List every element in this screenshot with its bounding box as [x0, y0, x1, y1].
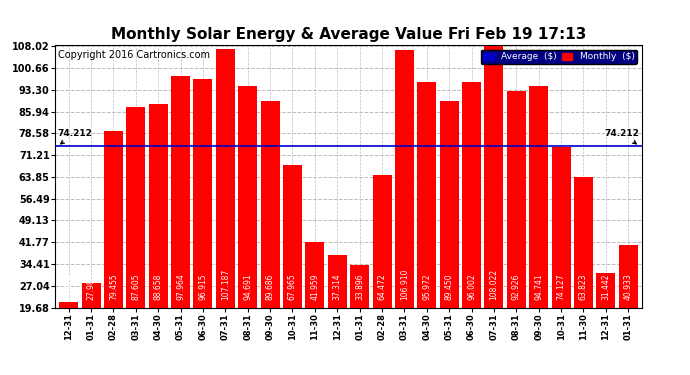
Text: 108.022: 108.022: [489, 269, 498, 300]
Text: 31.442: 31.442: [602, 274, 611, 300]
Text: 97.964: 97.964: [176, 273, 185, 300]
Bar: [171, 76, 190, 308]
Bar: [417, 82, 436, 308]
Bar: [104, 131, 123, 308]
Text: 96.915: 96.915: [199, 273, 208, 300]
Text: 37.314: 37.314: [333, 273, 342, 300]
Bar: [216, 49, 235, 308]
Bar: [126, 107, 146, 307]
Text: Copyright 2016 Cartronics.com: Copyright 2016 Cartronics.com: [58, 50, 210, 60]
Bar: [283, 165, 302, 308]
Bar: [306, 242, 324, 308]
Bar: [574, 177, 593, 308]
Title: Monthly Solar Energy & Average Value Fri Feb 19 17:13: Monthly Solar Energy & Average Value Fri…: [111, 27, 586, 42]
Bar: [484, 46, 504, 308]
Bar: [59, 302, 78, 307]
Text: 96.002: 96.002: [467, 273, 476, 300]
Text: 33.896: 33.896: [355, 273, 364, 300]
Bar: [395, 50, 414, 308]
Bar: [193, 79, 213, 308]
Bar: [350, 266, 369, 308]
Bar: [373, 175, 391, 308]
Bar: [619, 245, 638, 308]
Bar: [529, 86, 549, 308]
Text: 87.605: 87.605: [131, 273, 140, 300]
Bar: [261, 100, 279, 308]
Text: 27.986: 27.986: [86, 274, 95, 300]
Text: 107.187: 107.187: [221, 269, 230, 300]
Text: 67.965: 67.965: [288, 273, 297, 300]
Legend: Average  ($), Monthly  ($): Average ($), Monthly ($): [480, 50, 637, 64]
Bar: [81, 283, 101, 308]
Bar: [148, 104, 168, 308]
Bar: [551, 147, 571, 308]
Text: 94.741: 94.741: [534, 273, 543, 300]
Text: 74.212: 74.212: [604, 129, 640, 144]
Text: 21.414: 21.414: [64, 274, 73, 300]
Text: 95.972: 95.972: [422, 273, 431, 300]
Text: 89.450: 89.450: [444, 273, 454, 300]
Text: 89.686: 89.686: [266, 274, 275, 300]
Bar: [328, 255, 347, 308]
Bar: [596, 273, 615, 308]
Text: 106.910: 106.910: [400, 269, 409, 300]
Bar: [507, 91, 526, 308]
Text: 74.127: 74.127: [557, 274, 566, 300]
Text: 92.926: 92.926: [512, 274, 521, 300]
Text: 79.455: 79.455: [109, 273, 118, 300]
Bar: [238, 86, 257, 308]
Text: 64.472: 64.472: [377, 273, 386, 300]
Text: 74.212: 74.212: [57, 129, 92, 144]
Text: 40.933: 40.933: [624, 273, 633, 300]
Text: 94.691: 94.691: [243, 273, 253, 300]
Text: 41.959: 41.959: [310, 273, 319, 300]
Text: 88.658: 88.658: [154, 274, 163, 300]
Bar: [440, 101, 459, 308]
Text: 63.823: 63.823: [579, 274, 588, 300]
Bar: [462, 82, 481, 308]
